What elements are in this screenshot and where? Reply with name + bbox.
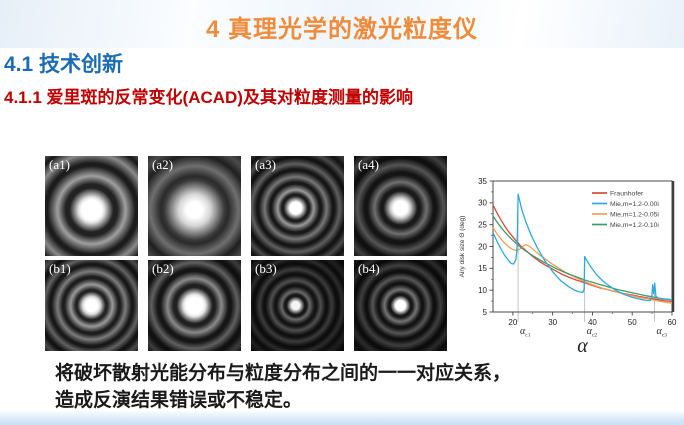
body-text: 将破坏散射光能分布与粒度分布之间的一一对应关系， 造成反演结果错误或不稳定。 <box>55 360 575 414</box>
subsection-heading: 4.1.1 爱里斑的反常变化(ACAD)及其对粒度测量的影响 <box>4 88 413 107</box>
x-tick-label: 60 <box>668 318 677 327</box>
chart-series-1 <box>492 193 673 302</box>
airy-panel-a3: (a3) <box>251 156 344 256</box>
y-axis-label: Airy disk size Θ (deg) <box>459 216 466 278</box>
legend-label: Mie,m=1.2-0.10i <box>610 222 659 229</box>
body-line-2: 造成反演结果错误或不稳定。 <box>55 390 303 411</box>
x-tick-label: 30 <box>548 318 557 327</box>
airy-panel-b2: (b2) <box>148 260 241 351</box>
airy-panel-a1: (a1) <box>45 156 138 256</box>
airy-panel-label: (a2) <box>152 157 173 172</box>
airy-panel-a4: (a4) <box>354 156 447 256</box>
body-line-1: 将破坏散射光能分布与粒度分布之间的一一对应关系， <box>55 363 512 384</box>
airy-panel-label: (b2) <box>152 261 174 276</box>
y-tick-label: 25 <box>478 220 487 229</box>
x-axis-label: α <box>577 335 588 357</box>
y-tick-label: 30 <box>478 199 487 208</box>
airy-panel-a2: (a2) <box>148 156 241 256</box>
footer-strip <box>0 410 684 425</box>
airy-panel-label: (a3) <box>255 157 276 172</box>
airy-disk-size-chart: αc1 αc2 αc3 20 30 40 50 60 5 10 15 20 25 30 35 Fraunhof… <box>455 160 684 360</box>
chart-series-0 <box>492 204 673 303</box>
airy-panel-b3: (b3) <box>251 260 344 351</box>
y-tick-label: 35 <box>478 177 487 186</box>
x-tick-label: 20 <box>508 318 517 327</box>
top-gradient-band <box>0 0 684 48</box>
airy-panel-grid: (a1) (a2) (a3) (a4) (b1) (b2) (b3) (b4) <box>45 156 447 351</box>
y-tick-label: 20 <box>478 242 487 251</box>
legend-label: Fraunhofer <box>610 191 644 198</box>
legend-label: Mie,m=1.2-0.05i <box>610 212 659 219</box>
x-tick-label: 50 <box>628 318 637 327</box>
critical-label-c3: αc3 <box>656 326 667 339</box>
airy-panel-b1: (b1) <box>45 260 138 351</box>
y-tick-label: 15 <box>478 264 487 273</box>
chart-series-2 <box>492 227 673 304</box>
y-tick-label: 5 <box>483 308 488 317</box>
critical-label-c2: αc2 <box>587 326 598 339</box>
airy-panel-label: (a1) <box>49 157 70 172</box>
airy-panel-b4: (b4) <box>354 260 447 351</box>
airy-panel-label: (b3) <box>255 261 277 276</box>
legend-label: Mie,m=1.2-0.00i <box>610 201 659 208</box>
airy-panel-label: (a4) <box>358 157 379 172</box>
page-title: 4 真理光学的激光粒度仪 <box>205 16 478 43</box>
section-heading: 4.1 技术创新 <box>4 53 124 76</box>
chart-series-3 <box>492 215 673 301</box>
airy-panel-label: (b4) <box>358 261 380 276</box>
chart-canvas: αc1 αc2 αc3 20 30 40 50 60 5 10 15 20 25 30 35 Fraunhof… <box>459 177 677 357</box>
y-tick-label: 10 <box>478 286 487 295</box>
critical-label-c1: αc1 <box>520 326 531 339</box>
airy-panel-label: (b1) <box>49 261 71 276</box>
x-tick-label: 40 <box>588 318 597 327</box>
